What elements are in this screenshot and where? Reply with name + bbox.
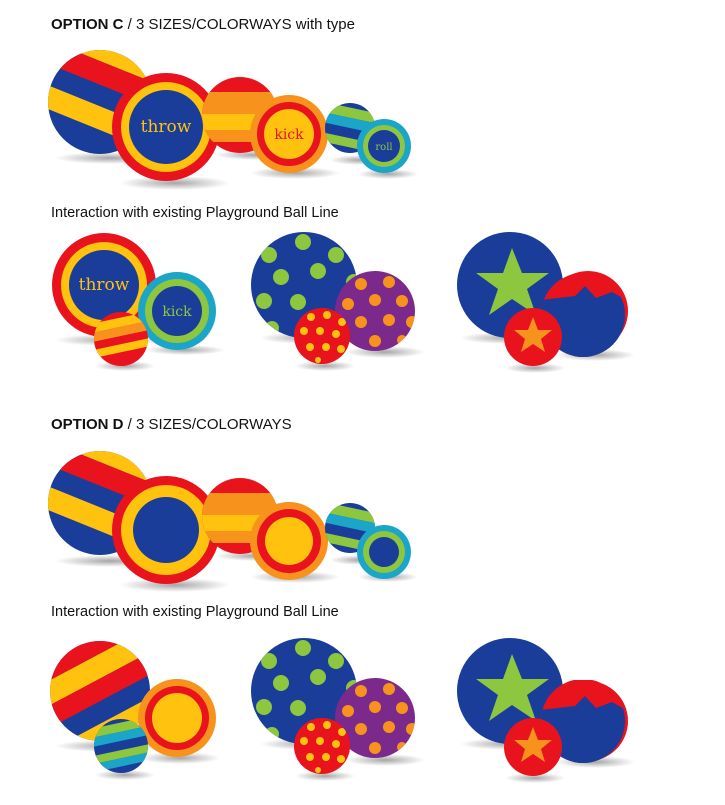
throw-word: throw: [141, 117, 192, 137]
option-d-interaction-heading: Interaction with existing Playground Bal…: [51, 604, 339, 620]
star-ball-red: [504, 718, 562, 776]
interaction-kick-ball: [138, 272, 216, 350]
target-ball-large: [112, 476, 220, 584]
star-icon: [476, 248, 549, 315]
option-d-label: OPTION D: [51, 416, 124, 433]
kick-word: kick: [274, 127, 304, 143]
interaction-throw-ball: [52, 233, 156, 337]
throw-target-ball: [112, 73, 220, 181]
interaction-target-ball-orange: [138, 679, 216, 757]
target-ball-medium: [250, 502, 328, 580]
option-c-title: OPTION C / 3 SIZES/COLORWAYS with type: [51, 16, 355, 33]
target-ball-small: [357, 525, 411, 579]
star-icon-small: [514, 317, 552, 352]
polka-dot-ball-purple: [335, 678, 415, 758]
interaction-throw-word: throw: [79, 275, 130, 295]
option-c-label: OPTION C: [51, 16, 124, 33]
option-d-title: OPTION D / 3 SIZES/COLORWAYS: [51, 416, 292, 433]
kick-target-ball: [250, 95, 328, 173]
roll-word: roll: [375, 142, 392, 153]
interaction-kick-word: kick: [162, 304, 192, 320]
star-icon-small: [514, 727, 552, 762]
polka-dot-ball-blue: [251, 638, 357, 744]
option-d-interaction-row: [50, 638, 635, 783]
star-icon: [476, 654, 549, 721]
option-c-ball-group: throw kick roll: [48, 50, 418, 190]
polka-dot-ball-purple: [335, 271, 415, 351]
star-ball-red: [504, 308, 562, 366]
polka-dot-ball-red: [294, 718, 350, 774]
option-d-ball-group: [48, 451, 418, 592]
option-c-interaction-heading: Interaction with existing Playground Bal…: [51, 205, 339, 221]
swirl-ball-red-blue: [541, 680, 628, 763]
roll-target-ball: [357, 119, 411, 173]
star-ball-blue: [457, 638, 563, 744]
option-c-subtitle: / 3 SIZES/COLORWAYS with type: [123, 16, 355, 33]
option-d-subtitle: / 3 SIZES/COLORWAYS: [123, 416, 292, 433]
polka-dot-ball-red: [294, 308, 350, 364]
option-c-interaction-row: throw kick: [52, 232, 635, 373]
